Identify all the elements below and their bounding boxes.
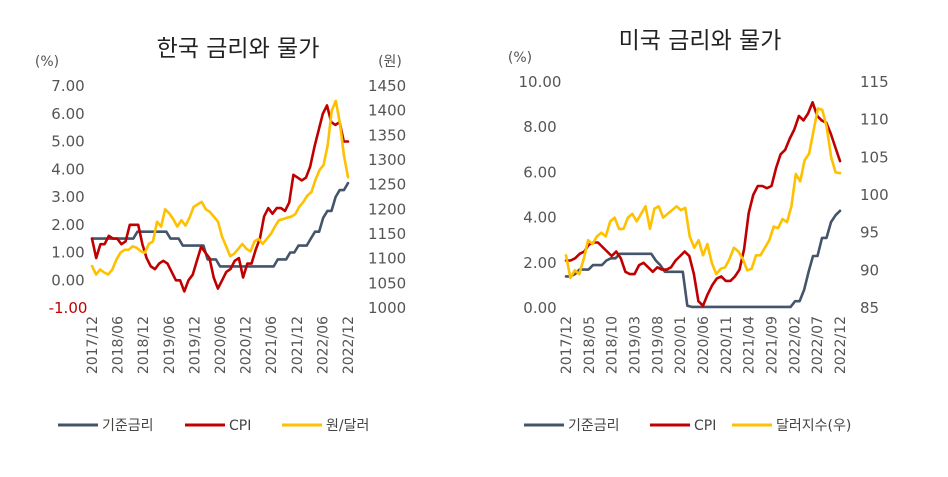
left-tick-label: 2.00 [51,216,84,234]
x-axis-ticks: 2017/12 2018/06 2018/12 2019/06 2019/12 2020/… [85,316,357,374]
right-tick-label: 85 [860,299,879,317]
left-axis-unit: (%) [508,50,532,66]
right-tick-label: 1100 [368,250,406,268]
chart-title: 한국 금리와 물가 [157,36,320,62]
x-tick-label: 2020/11 [719,316,735,374]
legend: 기준금리 CPI 달러지수(우) [524,418,851,434]
left-tick-label: 0.00 [51,271,84,289]
series-line-CPI [90,104,350,293]
left-tick-label: 2.00 [523,254,556,272]
left-tick-label: 3.00 [51,188,84,206]
legend-label-cpi: CPI [229,418,251,434]
right-tick-label: 115 [860,73,889,91]
series-line-기준금리 [564,209,842,309]
x-tick-label: 2022/12 [341,316,357,374]
legend-label-krw-usd: 원/달러 [326,418,369,434]
x-tick-label: 2021/12 [290,316,306,374]
x-tick-label: 2021/06 [264,316,280,374]
legend-label-cpi: CPI [694,418,716,434]
legend: 기준금리 CPI 원/달러 [58,418,369,434]
x-tick-label: 2019/06 [162,316,178,374]
x-tick-label: 2018/05 [582,316,598,374]
x-tick-label: 2020/12 [239,316,255,374]
left-tick-label: 0.00 [523,299,556,317]
right-tick-label: 1050 [368,274,406,292]
right-tick-label: 1350 [368,126,406,144]
left-tick-label: 6.00 [51,105,84,123]
x-tick-label: 2019/12 [187,316,203,374]
x-tick-label: 2021/04 [742,316,758,374]
right-tick-label: 1150 [368,225,406,243]
right-tick-label: 90 [860,261,879,279]
legend-label-policy-rate: 기준금리 [568,418,620,434]
us-chart: 미국 금리와 물가 (%) 0.002.004.006.008.0010.00 … [508,28,889,434]
korea-chart: 한국 금리와 물가 (%) (원) -1.00 0.00 1.00 2.00 3.00 4… [35,36,406,434]
series-lines [90,99,350,293]
legend-label-dollar-index: 달러지수(우) [776,418,851,434]
x-tick-label: 2017/12 [559,316,575,374]
left-tick-label: 4.00 [523,209,556,227]
x-axis-ticks: 2017/12 2018/05 2018/10 2019/03 2019/08 2020/… [559,316,849,374]
x-tick-label: 2022/02 [787,316,803,374]
left-tick-label: 6.00 [523,163,556,181]
x-tick-label: 2022/12 [833,316,849,374]
x-tick-label: 2019/03 [628,316,644,374]
x-tick-label: 2018/10 [605,316,621,374]
right-tick-label: 110 [860,111,889,129]
right-axis-unit: (원) [378,54,402,70]
left-axis-ticks: 0.00 2.00 4.00 6.00 8.00 10.00 [519,73,562,317]
right-tick-label: 1300 [368,151,406,169]
right-tick-label: 1200 [368,200,406,218]
series-line-CPI [564,101,842,308]
right-tick-label: 1250 [368,176,406,194]
chart-title: 미국 금리와 물가 [619,28,782,54]
left-axis-unit: (%) [35,54,59,70]
x-tick-label: 2018/12 [136,316,152,374]
left-tick-label: 1.00 [51,244,84,262]
x-tick-label: 2018/06 [111,316,127,374]
right-tick-label: 1400 [368,102,406,120]
x-tick-label: 2021/09 [765,316,781,374]
left-tick-label: 5.00 [51,133,84,151]
left-tick-label: 7.00 [51,77,84,95]
right-tick-label: 1000 [368,299,406,317]
series-line-기준금리 [90,181,350,268]
left-tick-label: -1.00 [49,299,88,317]
left-tick-label: 4.00 [51,160,84,178]
right-axis-ticks: 1000 1050 1100 1150 1200 1250 1300 1350 1400 1450 [368,77,406,317]
right-tick-label: 95 [860,224,879,242]
x-tick-label: 2019/08 [650,316,666,374]
series-line-달러지수(우) [564,107,842,280]
right-tick-label: 1450 [368,77,406,95]
x-tick-label: 2022/06 [315,316,331,374]
left-tick-label: 10.00 [519,73,562,91]
left-axis-ticks: -1.00 0.00 1.00 2.00 3.00 4.00 5.00 6.00 7.00 [49,77,88,317]
x-tick-label: 2017/12 [85,316,101,374]
left-tick-label: 8.00 [523,118,556,136]
legend-label-policy-rate: 기준금리 [102,418,154,434]
series-lines [564,101,842,309]
x-tick-label: 2020/06 [696,316,712,374]
right-tick-label: 105 [860,148,889,166]
right-axis-ticks: 85 90 95 100 105 110 115 [860,73,889,317]
x-tick-label: 2022/07 [810,316,826,374]
x-tick-label: 2020/06 [213,316,229,374]
x-tick-label: 2020/01 [673,316,689,374]
series-line-원/달러 [90,99,350,276]
right-tick-label: 100 [860,186,889,204]
